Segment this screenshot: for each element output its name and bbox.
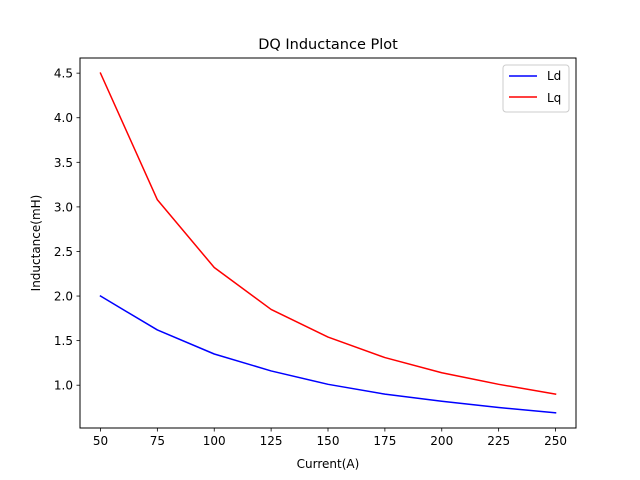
y-axis-label: Inductance(mH) (29, 195, 43, 292)
x-tick-label: 125 (260, 434, 283, 448)
plot-area-frame (79, 57, 577, 429)
x-tick-label: 225 (487, 434, 510, 448)
series-line-ld (99, 295, 557, 414)
x-tick-label: 75 (150, 434, 165, 448)
x-tick-label: 200 (430, 434, 453, 448)
legend-label-ld: Ld (547, 69, 561, 83)
x-tick-label: 175 (373, 434, 396, 448)
x-tick-label: 250 (544, 434, 567, 448)
y-tick-label: 3.0 (54, 200, 73, 214)
y-tick-label: 4.0 (54, 111, 73, 125)
y-tick-label: 4.5 (54, 67, 73, 81)
legend-label-lq: Lq (547, 91, 561, 105)
series-line-lq (99, 72, 557, 395)
y-tick-label: 2.0 (54, 290, 73, 304)
x-tick-label: 100 (203, 434, 226, 448)
axis-ticks: 50 75 100 125 150 175 200 225 250 1.0 1.5 2.0 2.5 3.0… (54, 67, 567, 448)
y-tick-label: 2.5 (54, 245, 73, 259)
chart-title: DQ Inductance Plot (258, 37, 398, 53)
y-tick-label: 1.0 (54, 379, 73, 393)
y-tick-label: 3.5 (54, 156, 73, 170)
y-tick-label: 1.5 (54, 334, 73, 348)
x-axis-label: Current(A) (297, 457, 360, 471)
legend: Ld Lq (502, 64, 570, 113)
series-lines (99, 72, 557, 414)
x-tick-label: 150 (317, 434, 340, 448)
x-tick-label: 50 (93, 434, 108, 448)
